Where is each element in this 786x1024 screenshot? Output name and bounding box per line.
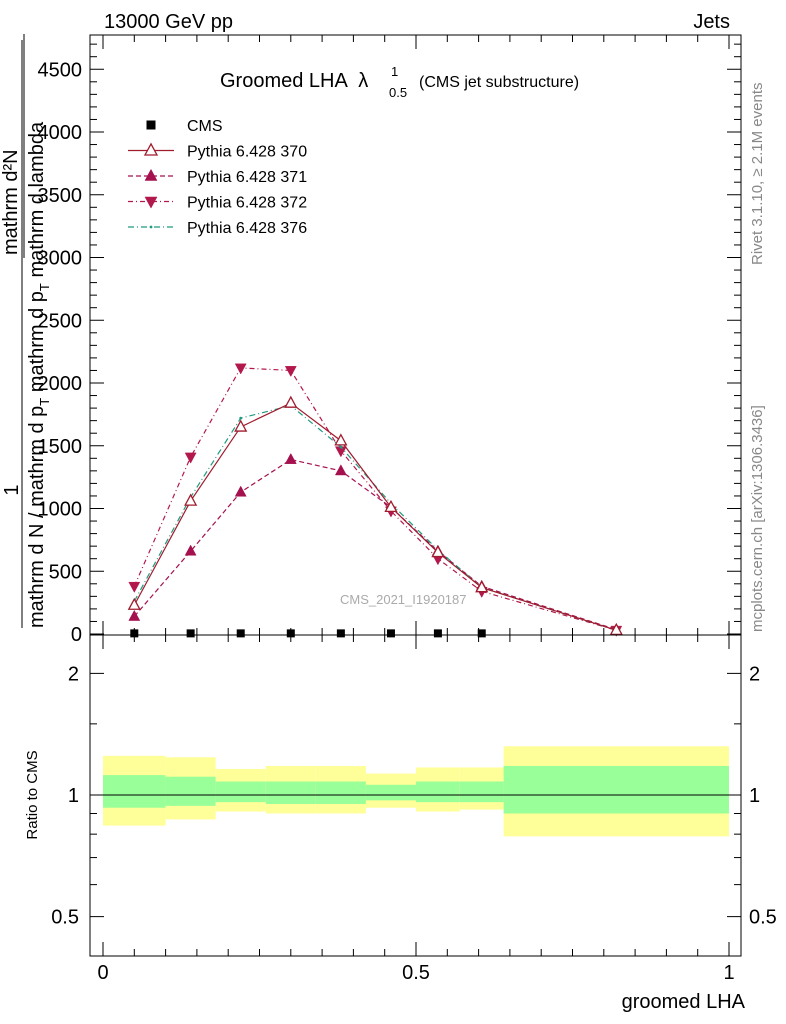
series-line [133, 367, 617, 631]
main-ytick-label: 2000 [38, 373, 83, 395]
main-ytick-label: 0 [71, 624, 82, 646]
data-point-triangle-up [284, 452, 297, 464]
main-ylabel-denominator: mathrm d N / mathrm d pT mathrm d pT mat… [26, 121, 52, 628]
main-title-symbol: λ [358, 70, 368, 92]
data-point-triangle-up [475, 580, 489, 593]
data-point-square [146, 120, 156, 130]
legend: CMS Pythia 6.428 370 Pythia 6.428 371 Pythi… [128, 118, 307, 237]
main-ytick-label: 1000 [38, 499, 83, 521]
main-title-subscript: 0.5 [389, 85, 407, 100]
data-point-dot [239, 416, 243, 420]
watermark-label: CMS_2021_I1920187 [340, 592, 467, 607]
ratio-band-inner [165, 776, 216, 806]
legend-label: Pythia 6.428 370 [187, 144, 307, 161]
main-ytick-label: 4500 [38, 59, 83, 81]
ratio-ytick-label-right: 0.5 [749, 907, 777, 929]
ratio-ylabel: Ratio to CMS [24, 750, 41, 839]
ratio-band-inner [365, 784, 416, 801]
main-title-text: Groomed LHA [220, 70, 348, 92]
main-title: Groomed LHA λ [220, 70, 368, 92]
main-ylabel-one: 1 [1, 484, 23, 495]
main-ytick-label: 500 [49, 561, 82, 583]
x-tick-label: 0 [97, 962, 108, 984]
data-point-square [477, 629, 486, 638]
data-point-triangle-up [143, 142, 159, 156]
legend-label: Pythia 6.428 371 [187, 169, 307, 186]
ratio-band-inner [416, 781, 460, 803]
ratio-band-inner [459, 781, 504, 803]
header-left-label: 13000 GeV pp [104, 11, 233, 33]
rivet-version-label: Rivet 3.1.10, ≥ 2.1M events [749, 83, 766, 266]
data-point-triangle-up [234, 485, 247, 497]
ratio-band-inner [265, 781, 316, 804]
main-ylabel-numerator: mathrm d²N [0, 149, 22, 255]
data-point-square [186, 629, 195, 638]
data-point-square [433, 629, 442, 638]
data-point-triangle-up [127, 597, 141, 610]
data-point-square [236, 629, 245, 638]
ratio-ytick-label-left: 2 [68, 663, 79, 685]
data-point-triangle-down [284, 366, 297, 378]
legend-label: CMS [187, 118, 223, 135]
main-title-note: (CMS jet substructure) [419, 74, 579, 91]
ratio-band-inner [315, 781, 366, 804]
ratio-plot-panel: 0.5 0.5 1 1 2 2 0 0.5 1 [51, 634, 777, 984]
ratio-band-inner [503, 765, 729, 814]
header-right-label: Jets [693, 11, 730, 33]
data-point-triangle-up [184, 493, 198, 506]
x-axis-label: groomed LHA [622, 991, 746, 1013]
main-ytick-label: 2500 [38, 310, 83, 332]
data-point-triangle-down [234, 363, 247, 375]
data-point-triangle-up [284, 395, 298, 408]
data-point-triangle-up [334, 464, 347, 476]
data-point-triangle-up [334, 433, 348, 446]
data-point-triangle-down [128, 581, 141, 593]
data-point-triangle-up [144, 168, 158, 181]
ratio-ytick-label-left: 0.5 [51, 907, 79, 929]
data-point-dot [149, 225, 153, 229]
main-plot-panel: 0 500 1000 1500 2000 2500 3000 3500 4000 4500 CMS… [38, 34, 742, 646]
x-tick-label: 1 [723, 962, 734, 984]
data-point-triangle-down [184, 452, 197, 464]
data-point-triangle-up [431, 545, 445, 558]
data-point-square [386, 629, 395, 638]
data-point-triangle-up [234, 419, 248, 432]
data-point-square [336, 629, 345, 638]
series-group [127, 395, 623, 636]
main-ytick-label: 1500 [38, 436, 83, 458]
main-ytick-label: 4000 [38, 122, 83, 144]
main-ytick-label: 3000 [38, 248, 83, 270]
ratio-band-inner [215, 781, 266, 803]
x-tick-label: 0.5 [402, 962, 430, 984]
series-group [130, 629, 486, 638]
main-ylabel: 1 mathrm d²N mathrm d N / mathrm d pT ma… [0, 34, 52, 628]
ratio-ytick-label-right: 2 [749, 663, 760, 685]
main-ytick-label: 3500 [38, 185, 83, 207]
data-point-triangle-up [184, 544, 197, 556]
data-point-dot [339, 445, 343, 449]
ratio-band-inner [103, 775, 166, 808]
ratio-ytick-label-right: 1 [749, 785, 760, 807]
main-title-superscript: 1 [391, 64, 398, 79]
legend-label: Pythia 6.428 372 [187, 195, 307, 212]
mcplots-label: mcplots.cern.ch [arXiv:1306.3436] [749, 405, 766, 632]
data-point-triangle-up [609, 622, 623, 636]
ratio-ytick-label-left: 1 [68, 785, 79, 807]
data-point-triangle-down [144, 196, 158, 209]
legend-label: Pythia 6.428 376 [187, 220, 307, 237]
data-point-triangle-up [384, 499, 398, 513]
data-point-triangle-up [128, 609, 141, 621]
